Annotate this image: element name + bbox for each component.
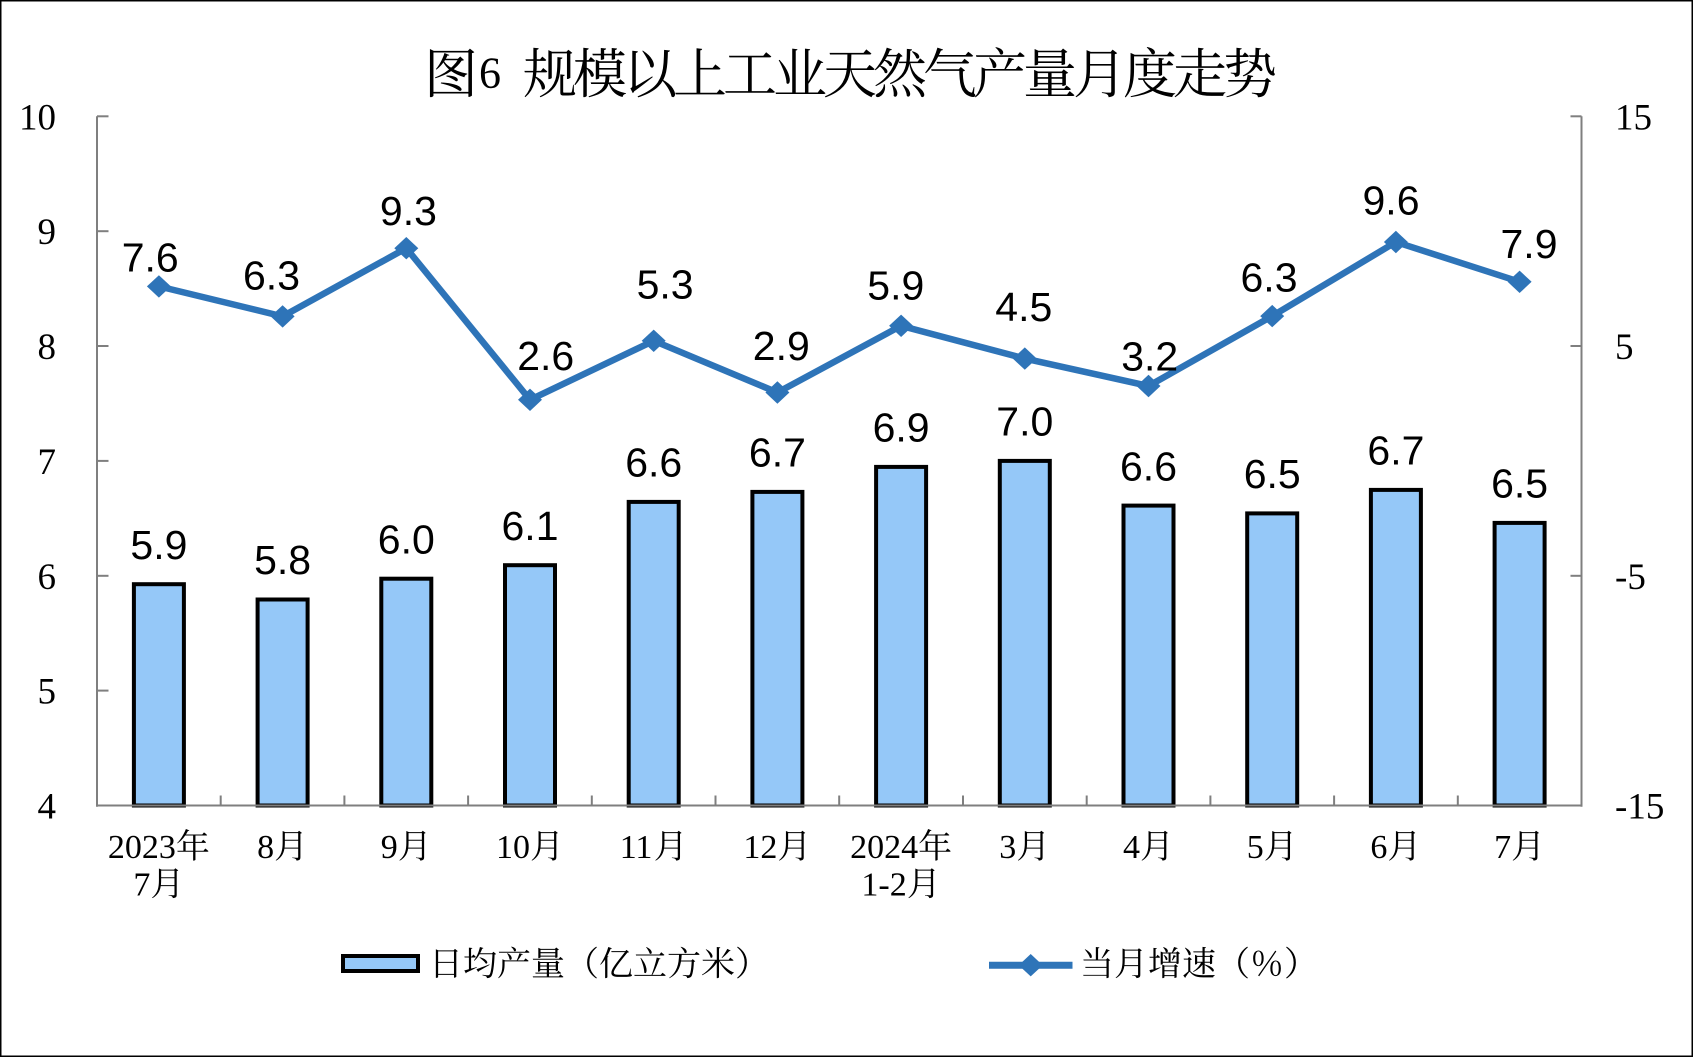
- svg-text:2.6: 2.6: [517, 333, 574, 379]
- svg-text:10: 10: [496, 829, 530, 866]
- svg-text:4: 4: [1123, 829, 1140, 866]
- svg-text:7.9: 7.9: [1501, 221, 1558, 267]
- svg-text:6.3: 6.3: [243, 252, 300, 298]
- svg-text:6.9: 6.9: [873, 405, 930, 451]
- svg-text:-15: -15: [1615, 787, 1664, 828]
- svg-text:4.5: 4.5: [995, 284, 1052, 330]
- svg-text:7: 7: [38, 442, 57, 483]
- svg-text:2023: 2023: [108, 829, 176, 866]
- svg-text:9.3: 9.3: [380, 188, 437, 234]
- svg-text:5.8: 5.8: [254, 537, 311, 583]
- svg-text:9: 9: [381, 829, 398, 866]
- svg-text:5: 5: [1615, 327, 1634, 368]
- svg-text:5: 5: [38, 672, 57, 713]
- svg-text:6.3: 6.3: [1241, 254, 1298, 300]
- svg-text:15: 15: [1615, 97, 1652, 138]
- svg-text:6.1: 6.1: [502, 503, 559, 549]
- svg-text:7.6: 7.6: [122, 234, 179, 280]
- svg-text:9.6: 9.6: [1363, 177, 1420, 223]
- svg-text:7: 7: [133, 867, 150, 904]
- svg-text:5.9: 5.9: [130, 522, 187, 568]
- svg-text:8: 8: [38, 327, 57, 368]
- svg-text:6.5: 6.5: [1244, 451, 1301, 497]
- svg-text:2024: 2024: [850, 829, 918, 866]
- svg-text:7: 7: [1494, 829, 1511, 866]
- svg-text:6: 6: [38, 557, 57, 598]
- svg-text:10: 10: [19, 97, 56, 138]
- svg-text:6.6: 6.6: [625, 440, 682, 486]
- svg-text:5.9: 5.9: [867, 263, 924, 309]
- svg-text:6: 6: [1370, 829, 1387, 866]
- svg-text:3: 3: [999, 829, 1016, 866]
- svg-text:5.3: 5.3: [637, 261, 694, 307]
- svg-text:6: 6: [479, 49, 501, 98]
- svg-text:8: 8: [257, 829, 274, 866]
- svg-text:6.5: 6.5: [1491, 461, 1548, 507]
- svg-text:6.6: 6.6: [1120, 443, 1177, 489]
- svg-text:5: 5: [1247, 829, 1264, 866]
- svg-text:12: 12: [743, 829, 777, 866]
- svg-text:3.2: 3.2: [1121, 333, 1178, 379]
- svg-text:7.0: 7.0: [996, 399, 1053, 445]
- svg-text:11: 11: [620, 829, 653, 866]
- svg-text:6.7: 6.7: [1367, 428, 1424, 474]
- svg-text:6.7: 6.7: [749, 430, 806, 476]
- svg-text:-5: -5: [1615, 557, 1646, 598]
- svg-text:2.9: 2.9: [753, 323, 810, 369]
- svg-text:4: 4: [38, 787, 57, 828]
- svg-text:1-2: 1-2: [861, 867, 906, 904]
- svg-text:6.0: 6.0: [378, 516, 435, 562]
- svg-text:9: 9: [38, 212, 57, 253]
